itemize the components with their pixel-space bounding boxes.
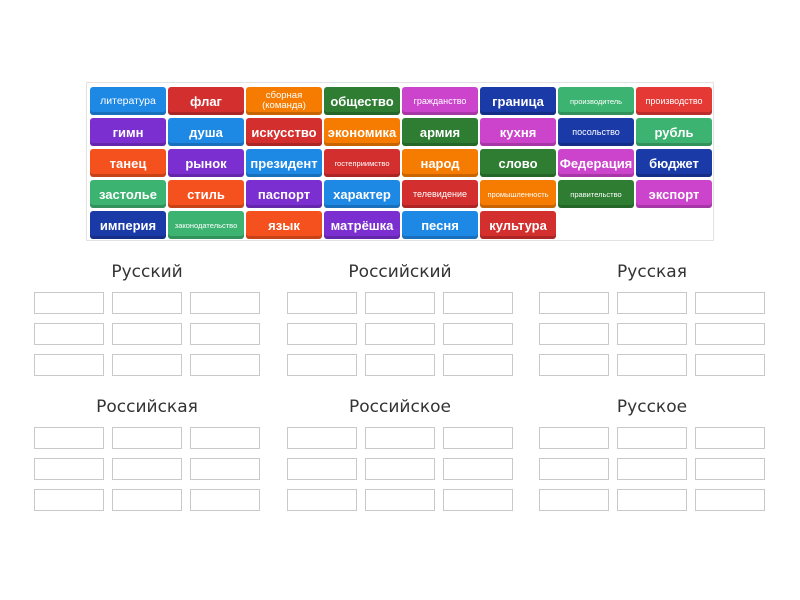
word-tile[interactable]: общество	[324, 87, 400, 115]
word-tile[interactable]: душа	[168, 118, 244, 146]
word-tile[interactable]: президент	[246, 149, 322, 177]
word-tile[interactable]: гостеприимство	[324, 149, 400, 177]
word-tile[interactable]: стиль	[168, 180, 244, 208]
word-tile[interactable]: культура	[480, 211, 556, 239]
drop-slot[interactable]	[190, 323, 260, 345]
drop-slot[interactable]	[190, 427, 260, 449]
drop-slot[interactable]	[365, 323, 435, 345]
drop-slot[interactable]	[365, 489, 435, 511]
word-tile[interactable]: граница	[480, 87, 556, 115]
word-tile[interactable]: рубль	[636, 118, 712, 146]
word-tile[interactable]: гражданство	[402, 87, 478, 115]
word-tile[interactable]: народ	[402, 149, 478, 177]
drop-slot[interactable]	[287, 323, 357, 345]
drop-slot[interactable]	[34, 458, 104, 480]
word-tile[interactable]: правительство	[558, 180, 634, 208]
drop-slot[interactable]	[617, 292, 687, 314]
drop-slot[interactable]	[695, 292, 765, 314]
word-tile[interactable]: экономика	[324, 118, 400, 146]
drop-slot[interactable]	[34, 354, 104, 376]
word-tile[interactable]: кухня	[480, 118, 556, 146]
drop-slot[interactable]	[112, 292, 182, 314]
drop-slot[interactable]	[190, 354, 260, 376]
drop-slot[interactable]	[617, 427, 687, 449]
word-tile[interactable]: танец	[90, 149, 166, 177]
group-title: Русская	[617, 262, 687, 282]
drop-slot[interactable]	[365, 458, 435, 480]
drop-slot[interactable]	[695, 458, 765, 480]
word-tile[interactable]: производство	[636, 87, 712, 115]
drop-slot[interactable]	[287, 292, 357, 314]
word-tile[interactable]: застолье	[90, 180, 166, 208]
drop-slot[interactable]	[112, 323, 182, 345]
drop-slot[interactable]	[695, 354, 765, 376]
drop-slot[interactable]	[443, 323, 513, 345]
word-tile[interactable]: характер	[324, 180, 400, 208]
group-title: Русское	[616, 397, 688, 417]
drop-slot[interactable]	[539, 489, 609, 511]
word-tile[interactable]: экспорт	[636, 180, 712, 208]
drop-slot[interactable]	[443, 292, 513, 314]
word-tile[interactable]: промышленность	[480, 180, 556, 208]
drop-slot[interactable]	[617, 458, 687, 480]
word-tile[interactable]: рынок	[168, 149, 244, 177]
drop-slot[interactable]	[443, 427, 513, 449]
word-tile[interactable]: бюджет	[636, 149, 712, 177]
drop-slot[interactable]	[287, 458, 357, 480]
drop-slot[interactable]	[695, 427, 765, 449]
word-tile[interactable]: телевидение	[402, 180, 478, 208]
drop-slot[interactable]	[539, 354, 609, 376]
drop-slot[interactable]	[287, 354, 357, 376]
drop-slot[interactable]	[365, 292, 435, 314]
word-tile[interactable]: песня	[402, 211, 478, 239]
drop-slot[interactable]	[34, 427, 104, 449]
drop-slot[interactable]	[112, 354, 182, 376]
drop-slot[interactable]	[365, 427, 435, 449]
word-tile[interactable]: производитель	[558, 87, 634, 115]
word-tile[interactable]: язык	[246, 211, 322, 239]
word-tile[interactable]: посольство	[558, 118, 634, 146]
drop-slot[interactable]	[695, 323, 765, 345]
word-bank: литература флаг сборная (команда) общество г…	[86, 82, 714, 241]
word-tile[interactable]: флаг	[168, 87, 244, 115]
drop-slot[interactable]	[34, 292, 104, 314]
word-tile[interactable]: законодательство	[168, 211, 244, 239]
drop-slot[interactable]	[287, 489, 357, 511]
drop-slot[interactable]	[443, 489, 513, 511]
drop-slot[interactable]	[617, 323, 687, 345]
drop-slot[interactable]	[617, 354, 687, 376]
drop-slot[interactable]	[695, 489, 765, 511]
drop-slot[interactable]	[34, 323, 104, 345]
group-title: Российский	[348, 262, 452, 282]
drop-slot[interactable]	[539, 323, 609, 345]
drop-slot[interactable]	[443, 354, 513, 376]
drop-slot[interactable]	[617, 489, 687, 511]
drop-slot[interactable]	[539, 458, 609, 480]
word-tile[interactable]: империя	[90, 211, 166, 239]
drop-slot[interactable]	[112, 427, 182, 449]
word-tile[interactable]: гимн	[90, 118, 166, 146]
drop-slot[interactable]	[365, 354, 435, 376]
word-tile[interactable]: литература	[90, 87, 166, 115]
drop-slot[interactable]	[539, 427, 609, 449]
drop-slot[interactable]	[112, 489, 182, 511]
group-title: Российское	[349, 397, 451, 417]
drop-slot[interactable]	[539, 292, 609, 314]
drop-slot[interactable]	[112, 458, 182, 480]
drop-slot[interactable]	[287, 427, 357, 449]
word-tile[interactable]: паспорт	[246, 180, 322, 208]
drop-slot[interactable]	[190, 489, 260, 511]
word-tile[interactable]: искусство	[246, 118, 322, 146]
group-title: Российская	[96, 397, 198, 417]
group-title: Русский	[111, 262, 183, 282]
word-tile[interactable]: слово	[480, 149, 556, 177]
drop-slot[interactable]	[190, 292, 260, 314]
word-tile[interactable]: сборная (команда)	[246, 87, 322, 115]
word-tile[interactable]: матрёшка	[324, 211, 400, 239]
drop-slot[interactable]	[443, 458, 513, 480]
drop-slot[interactable]	[34, 489, 104, 511]
word-tile[interactable]: армия	[402, 118, 478, 146]
drop-slot[interactable]	[190, 458, 260, 480]
word-tile[interactable]: Федерация	[558, 149, 634, 177]
